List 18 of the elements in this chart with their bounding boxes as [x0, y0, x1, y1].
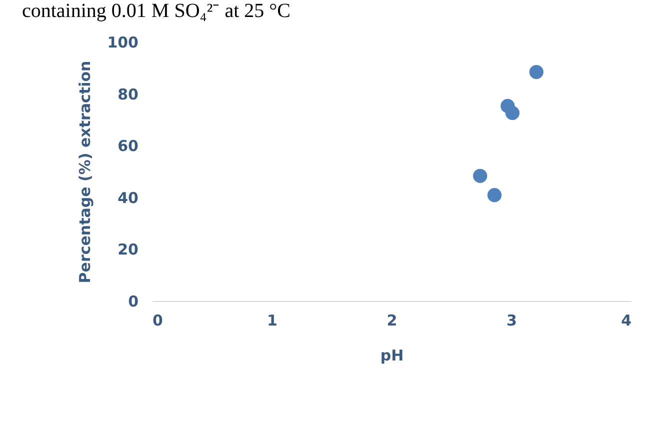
point	[473, 168, 488, 183]
y-tick-label: 20	[118, 240, 138, 259]
y-tick-label: 40	[118, 188, 138, 207]
y-tick-label: 100	[107, 34, 138, 52]
y-tick-label: 0	[128, 292, 138, 310]
x-tick-label: 1	[267, 312, 278, 330]
y-tick-label: 60	[118, 137, 138, 156]
x-tick-label: 3	[506, 312, 517, 330]
point	[505, 106, 520, 120]
chart-title: containing 0.01 M SO₄²⁻ at 25 °C	[22, 0, 291, 22]
y-axis-title: Percentage (%) extraction	[76, 60, 94, 284]
y-tick-label: 80	[118, 85, 138, 104]
x-tick-label: 0	[152, 312, 163, 330]
x-tick-label: 2	[386, 312, 398, 330]
point	[487, 188, 502, 202]
point	[529, 64, 544, 80]
x-tick-label: 4	[621, 312, 632, 330]
x-axis-title: pH	[380, 346, 404, 364]
